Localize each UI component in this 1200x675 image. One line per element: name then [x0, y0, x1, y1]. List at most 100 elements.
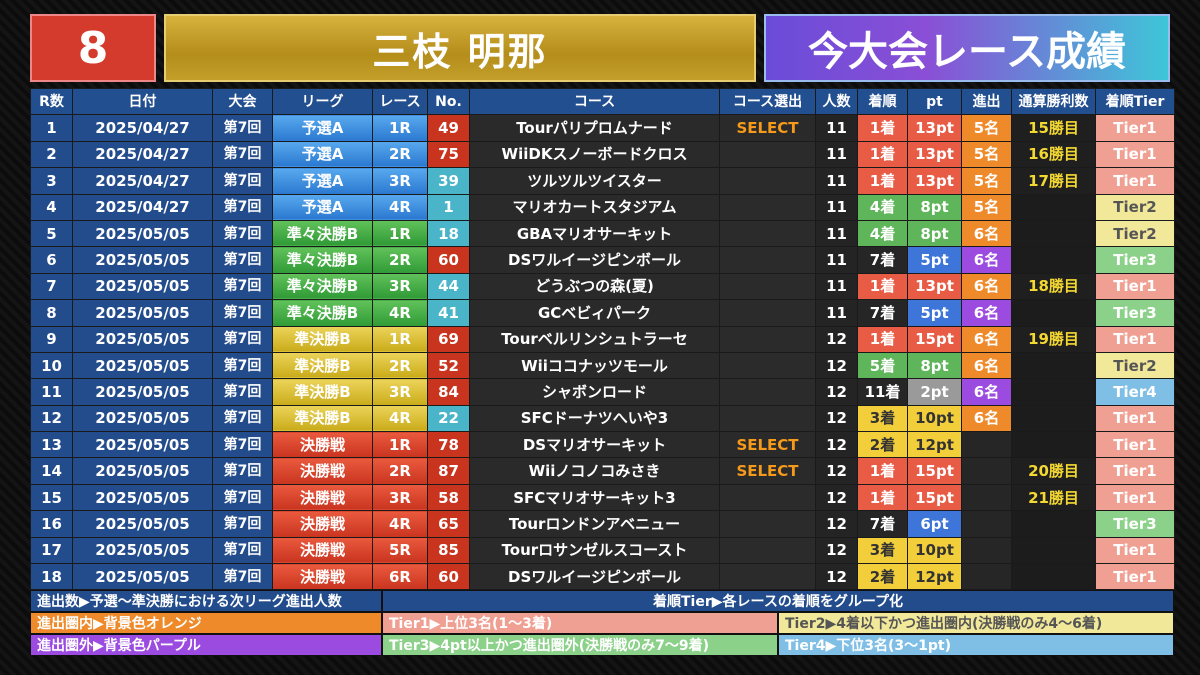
points-cell: 12pt: [907, 563, 962, 591]
league-cell: 決勝戦: [272, 536, 373, 565]
player-count-cell: 12: [815, 404, 858, 433]
tournament-cell: 第7回: [212, 167, 273, 195]
race-number-cell: 13: [30, 431, 73, 459]
course-select-cell: [719, 351, 816, 380]
advance-count-cell: 6名: [961, 404, 1012, 433]
total-wins-cell: [1011, 431, 1096, 459]
race-number-cell: 11: [30, 378, 73, 406]
course-number-cell: 44: [427, 272, 470, 301]
date-cell: 2025/05/05: [72, 351, 213, 380]
advance-count-cell: 6名: [961, 272, 1012, 301]
player-count-cell: 12: [815, 457, 858, 485]
rank-cell: 1着: [857, 325, 908, 353]
player-name: 三枝 明那: [164, 14, 756, 82]
tier-cell: Tier1: [1095, 140, 1175, 169]
league-cell: 予選A: [272, 140, 373, 169]
rank-cell: 7着: [857, 299, 908, 327]
points-cell: 15pt: [907, 325, 962, 353]
race-number-cell: 18: [30, 563, 73, 591]
rank-cell: 1着: [857, 483, 908, 512]
player-count-cell: 11: [815, 246, 858, 274]
rank-cell: 11着: [857, 378, 908, 406]
tier-cell: Tier1: [1095, 325, 1175, 353]
page-title: 今大会レース成績: [764, 14, 1170, 82]
course-name-cell: DSワルイージピンボール: [469, 246, 720, 274]
race-cell: 5R: [372, 536, 428, 565]
course-select-cell: [719, 404, 816, 433]
legend-inside: 進出圏内▶背景色オレンジ: [30, 612, 382, 634]
total-wins-cell: [1011, 246, 1096, 274]
player-count-cell: 12: [815, 431, 858, 459]
player-count-cell: 12: [815, 325, 858, 353]
course-select-cell: [719, 563, 816, 591]
race-number-cell: 9: [30, 325, 73, 353]
legend-shinshutsu-title: 進出数▶予選〜準決勝における次リーグ進出人数: [30, 590, 382, 612]
race-cell: 2R: [372, 457, 428, 485]
table-row: 5 2025/05/05 第7回 準々決勝B 1R 18 GBAマリオサーキット 11 4着 8p…: [30, 219, 1175, 248]
race-cell: 3R: [372, 167, 428, 195]
total-wins-cell: 17勝目: [1011, 167, 1096, 195]
tier-cell: Tier2: [1095, 193, 1175, 221]
points-cell: 2pt: [907, 378, 962, 406]
date-cell: 2025/05/05: [72, 378, 213, 406]
tournament-cell: 第7回: [212, 483, 273, 512]
player-count-cell: 12: [815, 483, 858, 512]
date-cell: 2025/05/05: [72, 219, 213, 248]
race-cell: 3R: [372, 378, 428, 406]
table-row: 12 2025/05/05 第7回 準決勝B 4R 22 SFCドーナツへいや3 12 3着 10…: [30, 404, 1175, 433]
advance-count-cell: 5名: [961, 193, 1012, 221]
league-cell: 準決勝B: [272, 378, 373, 406]
league-cell: 決勝戦: [272, 483, 373, 512]
legend-tier4: Tier4▶下位3名(3〜1pt): [778, 634, 1174, 656]
race-cell: 1R: [372, 431, 428, 459]
course-select-cell: [719, 140, 816, 169]
tournament-cell: 第7回: [212, 325, 273, 353]
course-name-cell: GBAマリオサーキット: [469, 219, 720, 248]
points-cell: 8pt: [907, 193, 962, 221]
rank-cell: 7着: [857, 510, 908, 538]
race-cell: 4R: [372, 510, 428, 538]
player-count-cell: 12: [815, 351, 858, 380]
tier-cell: Tier1: [1095, 483, 1175, 512]
race-number-cell: 15: [30, 483, 73, 512]
course-select-cell: [719, 219, 816, 248]
points-cell: 8pt: [907, 219, 962, 248]
course-select-cell: SELECT: [719, 431, 816, 459]
course-name-cell: SFCマリオサーキット3: [469, 483, 720, 512]
player-count-cell: 12: [815, 510, 858, 538]
course-select-cell: [719, 246, 816, 274]
table-row: 6 2025/05/05 第7回 準々決勝B 2R 60 DSワルイージピンボール 11 7着 5…: [30, 246, 1175, 274]
tier-cell: Tier3: [1095, 246, 1175, 274]
race-cell: 1R: [372, 325, 428, 353]
tournament-cell: 第7回: [212, 457, 273, 485]
advance-count-cell: 6名: [961, 351, 1012, 380]
tournament-cell: 第7回: [212, 140, 273, 169]
league-cell: 準決勝B: [272, 325, 373, 353]
tier-cell: Tier1: [1095, 536, 1175, 565]
column-header: 進出: [961, 87, 1012, 116]
total-wins-cell: 18勝目: [1011, 272, 1096, 301]
date-cell: 2025/05/05: [72, 431, 213, 459]
tournament-cell: 第7回: [212, 431, 273, 459]
league-cell: 準決勝B: [272, 351, 373, 380]
race-cell: 2R: [372, 140, 428, 169]
course-name-cell: Tourベルリンシュトラーセ: [469, 325, 720, 353]
points-cell: 13pt: [907, 114, 962, 142]
table-row: 2 2025/04/27 第7回 予選A 2R 75 WiiDKスノーボードクロス 11 1着 1…: [30, 140, 1175, 169]
race-cell: 4R: [372, 193, 428, 221]
column-header: 着順: [857, 87, 908, 116]
course-select-cell: [719, 193, 816, 221]
table-row: 16 2025/05/05 第7回 決勝戦 4R 65 Tourロンドンアベニュー 12 7着 6…: [30, 510, 1175, 538]
column-header: 着順Tier: [1095, 87, 1175, 116]
league-cell: 予選A: [272, 167, 373, 195]
course-number-cell: 84: [427, 378, 470, 406]
league-cell: 準々決勝B: [272, 299, 373, 327]
course-name-cell: Wiiココナッツモール: [469, 351, 720, 380]
table-row: 4 2025/04/27 第7回 予選A 4R 1 マリオカートスタジアム 11 4着 8pt 5名…: [30, 193, 1175, 221]
course-number-cell: 69: [427, 325, 470, 353]
table-header-row: R数 日付 大会 リーグ レース No. コース コース選出 人数 着順 pt 進出 通算勝利数 着順Ti…: [30, 87, 1175, 116]
rank-cell: 2着: [857, 431, 908, 459]
league-cell: 準決勝B: [272, 404, 373, 433]
race-number-cell: 3: [30, 167, 73, 195]
course-name-cell: Tourロンドンアベニュー: [469, 510, 720, 538]
